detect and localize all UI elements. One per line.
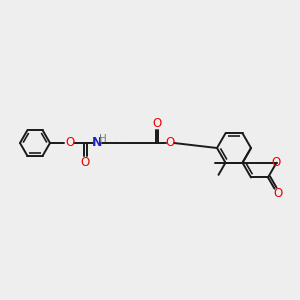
Text: H: H xyxy=(99,134,106,144)
Text: N: N xyxy=(92,136,102,149)
Text: O: O xyxy=(152,117,162,130)
Text: O: O xyxy=(273,188,282,200)
Text: O: O xyxy=(165,136,175,149)
Text: O: O xyxy=(272,156,281,169)
Text: O: O xyxy=(65,136,75,149)
Text: O: O xyxy=(80,156,90,169)
